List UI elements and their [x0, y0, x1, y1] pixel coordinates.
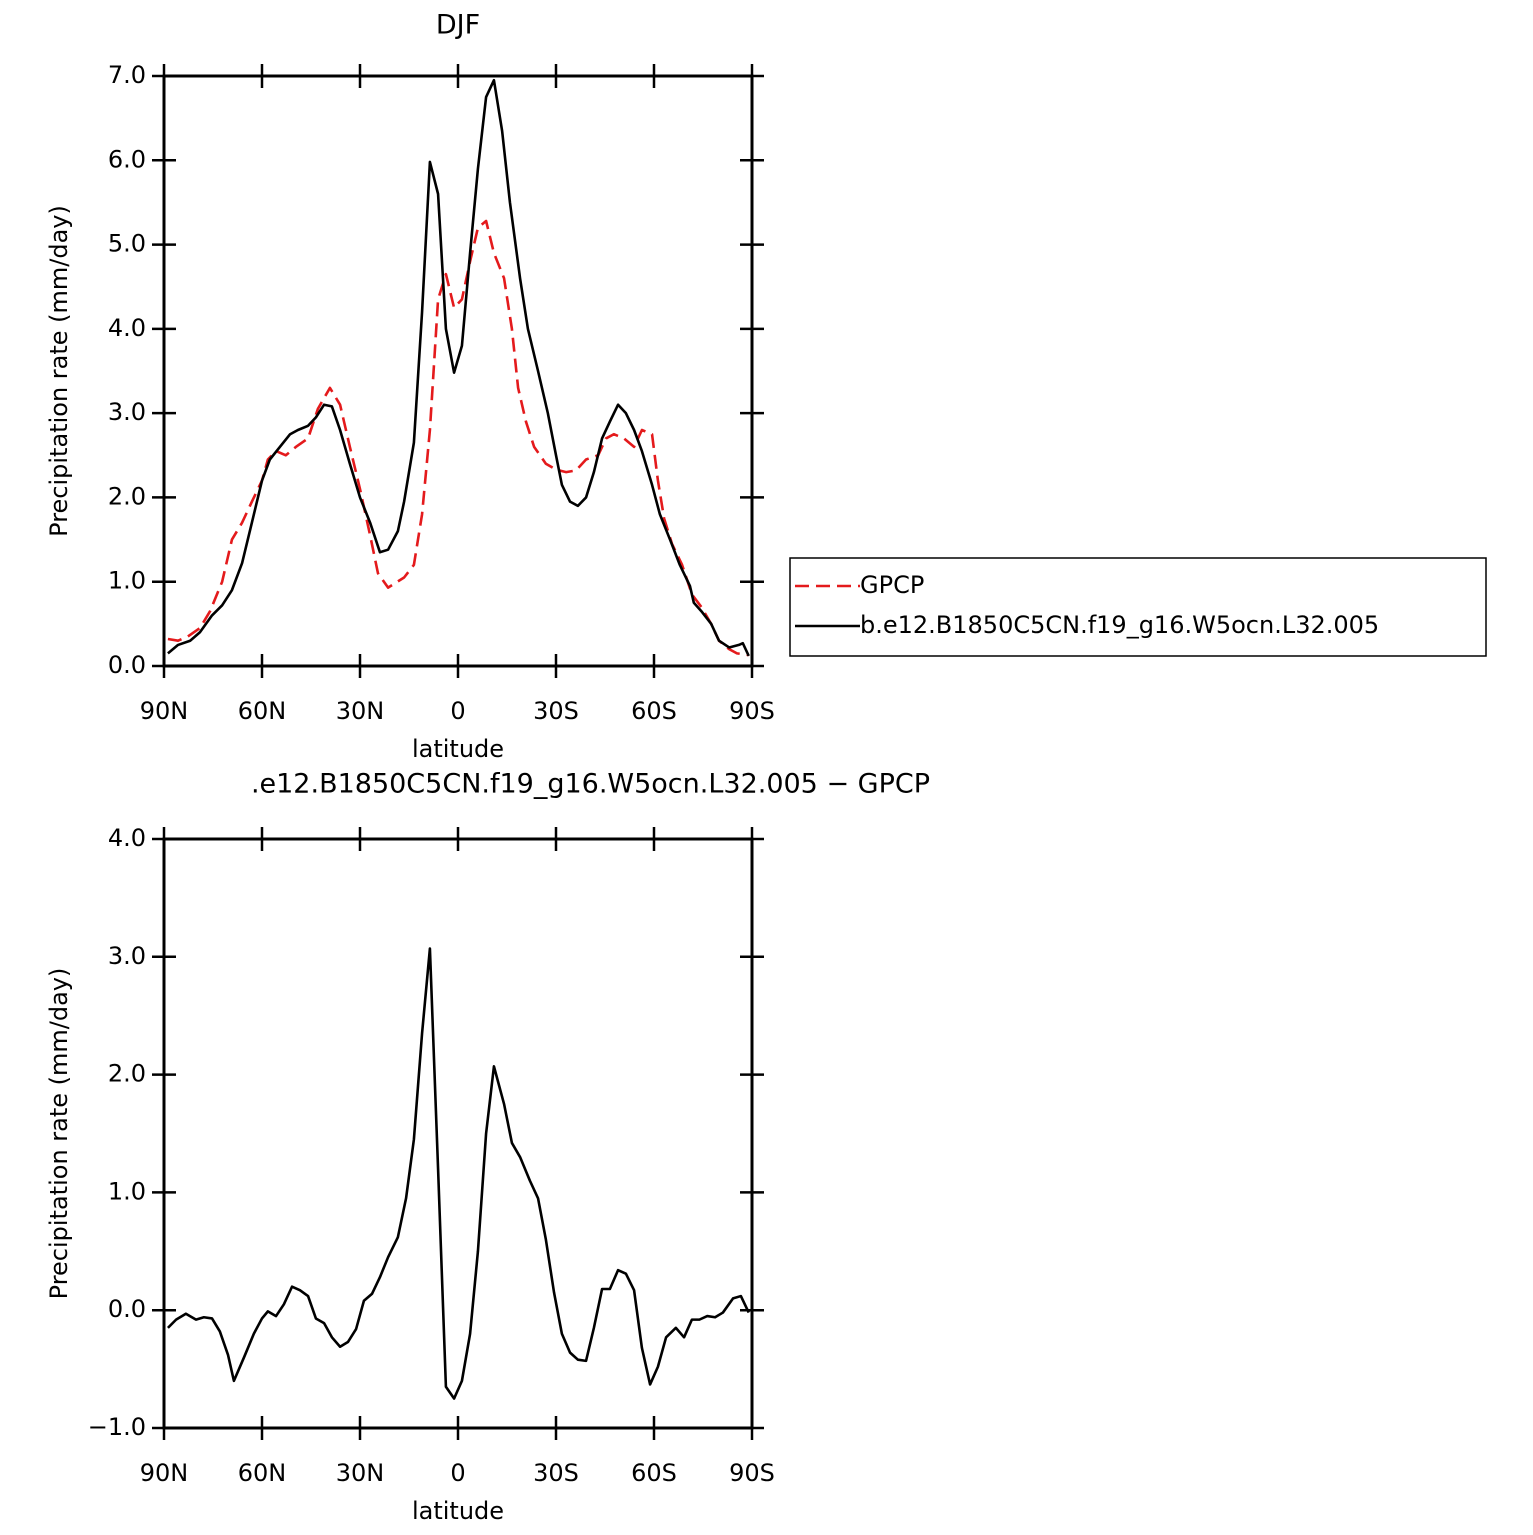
- y-axis-label: Precipitation rate (mm/day): [45, 205, 73, 537]
- data-line: [166, 947, 750, 1400]
- y-tick-label: 0.0: [108, 651, 146, 679]
- legend-box: [789, 557, 1487, 657]
- y-tick-label: 0.0: [108, 1295, 146, 1323]
- chart-title: .e12.B1850C5CN.f19_g16.W5ocn.L32.005 − G…: [251, 769, 930, 800]
- x-tick-label: 90N: [140, 697, 189, 725]
- y-tick-label: −1.0: [88, 1413, 146, 1441]
- plot-frame: [162, 74, 754, 668]
- x-axis-label: latitude: [412, 1497, 504, 1525]
- x-tick-label: 90N: [140, 1459, 189, 1487]
- x-tick-label: 60N: [238, 1459, 287, 1487]
- y-tick-label: 2.0: [108, 1060, 146, 1088]
- legend-label: GPCP: [860, 571, 924, 599]
- y-tick-label: 6.0: [108, 145, 146, 173]
- x-tick-label: 90S: [729, 1459, 775, 1487]
- x-axis-label: latitude: [412, 735, 504, 763]
- x-tick-label: 30S: [533, 697, 579, 725]
- x-tick-label: 0: [450, 1459, 465, 1487]
- data-line: [167, 219, 749, 657]
- x-tick-label: 30N: [336, 697, 385, 725]
- x-tick-label: 90S: [729, 697, 775, 725]
- x-tick-label: 60N: [238, 697, 287, 725]
- y-tick-label: 4.0: [108, 824, 146, 852]
- data-line: [167, 78, 750, 657]
- y-axis-label: Precipitation rate (mm/day): [45, 968, 73, 1300]
- y-tick-label: 3.0: [108, 398, 146, 426]
- x-tick-label: 0: [450, 697, 465, 725]
- y-tick-label: 1.0: [108, 1177, 146, 1205]
- x-tick-label: 30N: [336, 1459, 385, 1487]
- chart-title: DJF: [436, 10, 480, 41]
- y-tick-label: 7.0: [108, 61, 146, 89]
- y-tick-label: 5.0: [108, 230, 146, 258]
- x-tick-label: 30S: [533, 1459, 579, 1487]
- y-tick-label: 4.0: [108, 314, 146, 342]
- x-tick-label: 60S: [631, 1459, 677, 1487]
- y-tick-label: 3.0: [108, 942, 146, 970]
- y-tick-label: 1.0: [108, 567, 146, 595]
- y-tick-label: 2.0: [108, 482, 146, 510]
- x-tick-label: 60S: [631, 697, 677, 725]
- legend-label: b.e12.B1850C5CN.f19_g16.W5ocn.L32.005: [860, 611, 1379, 639]
